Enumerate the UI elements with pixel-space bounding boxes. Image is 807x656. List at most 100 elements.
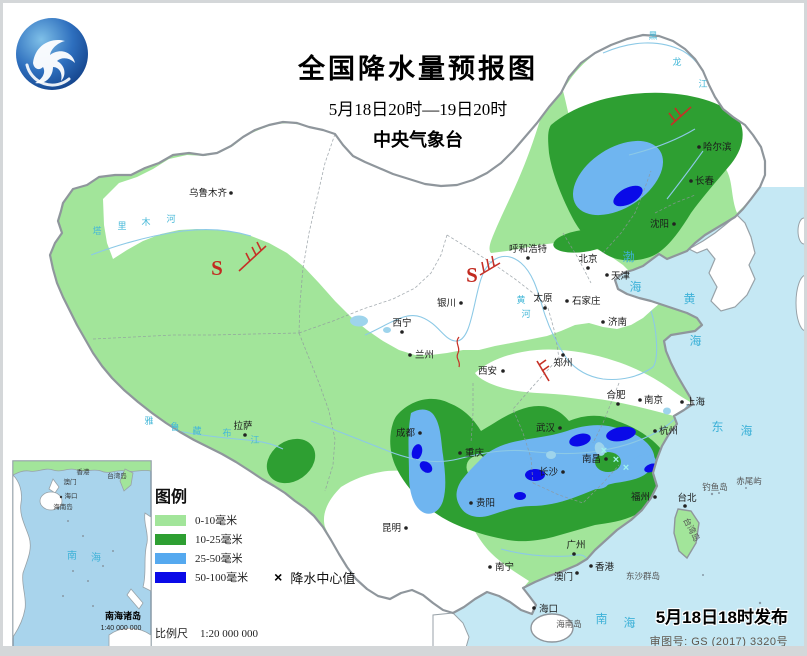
city-dot bbox=[501, 369, 505, 373]
city-label: 成都 bbox=[396, 427, 416, 439]
city-label: 太原 bbox=[533, 292, 552, 304]
scale-bar: 比例尺 1:20 000 000 bbox=[155, 625, 258, 641]
japan-island bbox=[797, 217, 804, 245]
city-dot bbox=[653, 429, 657, 433]
river-label: 河 bbox=[521, 308, 530, 319]
city-label: 西安 bbox=[478, 365, 497, 377]
legend-chip-50-100 bbox=[155, 571, 186, 583]
lakes bbox=[350, 315, 671, 459]
river-label: 鲁 bbox=[170, 421, 179, 432]
page-title: 全国降水量预报图 bbox=[298, 54, 538, 84]
city-label: 哈尔滨 bbox=[703, 141, 732, 153]
marker-label: 降水中心值 bbox=[290, 570, 356, 586]
logo-dragon-swirl bbox=[33, 39, 75, 84]
city-dot bbox=[532, 606, 536, 610]
legend: 图例 0-10毫米 10-25毫米 25-50毫米 50-100毫米 × 降水中… bbox=[155, 483, 355, 590]
legend-label: 0-10毫米 bbox=[195, 515, 238, 527]
island-label: 东沙群岛 bbox=[626, 571, 660, 581]
inset-land: 台湾岛 bbox=[107, 471, 127, 480]
legend-heading: 图例 bbox=[155, 489, 188, 506]
cma-logo bbox=[13, 15, 91, 93]
city-label: 台北 bbox=[677, 492, 697, 504]
city-dot bbox=[243, 433, 247, 437]
river-label: 黑 bbox=[648, 31, 657, 41]
city-dot bbox=[601, 320, 605, 324]
city-dot bbox=[605, 273, 609, 277]
river-label: 布 bbox=[222, 427, 231, 438]
city-dot bbox=[458, 451, 462, 455]
city-dot bbox=[575, 571, 579, 575]
sea-label: 黄 bbox=[683, 292, 696, 306]
release-time: 5月18日18时发布 bbox=[655, 608, 788, 627]
front-line-icon bbox=[456, 336, 461, 368]
city-dot bbox=[616, 402, 620, 406]
sea-label: 南 bbox=[595, 611, 608, 626]
frame-bottom-bar bbox=[3, 646, 804, 653]
city-dot bbox=[653, 495, 657, 499]
city-label: 兰州 bbox=[415, 349, 434, 361]
river-label: 塔 bbox=[92, 225, 101, 236]
province-borders bbox=[92, 133, 696, 504]
river-label: 里 bbox=[117, 221, 126, 231]
city-label: 合肥 bbox=[606, 389, 626, 401]
city-label: 沈阳 bbox=[650, 218, 669, 230]
city-dot bbox=[683, 504, 687, 508]
city-dot bbox=[543, 306, 547, 310]
city-label: 贵阳 bbox=[476, 497, 495, 509]
city-dot bbox=[558, 426, 562, 430]
island-label: 钓鱼岛 bbox=[702, 482, 728, 492]
scale-value: 1:20 000 000 bbox=[200, 628, 259, 640]
city-label: 海口 bbox=[539, 603, 558, 615]
city-dot bbox=[572, 552, 576, 556]
city-label: 长沙 bbox=[539, 466, 559, 478]
sandstorm-icon: S bbox=[211, 256, 223, 280]
sandstorm-icon: S bbox=[466, 263, 478, 287]
japan-island bbox=[795, 275, 804, 331]
legend-row: 50-100毫米 × 降水中心值 bbox=[155, 569, 355, 586]
city-dot bbox=[418, 431, 422, 435]
china-border bbox=[48, 33, 767, 616]
city-label: 乌鲁木齐 bbox=[189, 187, 228, 199]
city-label: 长春 bbox=[695, 175, 715, 187]
river-label: 木 bbox=[141, 216, 150, 227]
city-dot bbox=[689, 179, 693, 183]
city-label: 武汉 bbox=[536, 422, 556, 434]
scale-label: 比例尺 bbox=[155, 628, 188, 640]
city-dot bbox=[400, 330, 404, 334]
map-review-number: 审图号: GS (2017) 3320号 bbox=[649, 636, 788, 648]
city-dot bbox=[408, 353, 412, 357]
release-info: 5月18日18时发布 审图号: GS (2017) 3320号 bbox=[650, 603, 788, 649]
city-dot bbox=[561, 353, 565, 357]
city-label: 杭州 bbox=[659, 425, 678, 437]
legend-chip-10-25 bbox=[155, 533, 186, 545]
legend-row: 10-25毫米 bbox=[155, 533, 355, 546]
precip-center-icon: × bbox=[623, 462, 629, 474]
city-label: 重庆 bbox=[465, 447, 485, 459]
legend-row: 0-10毫米 bbox=[155, 514, 355, 527]
city-label: 福州 bbox=[631, 491, 650, 503]
inset-land: 海南岛 bbox=[53, 502, 73, 511]
city-label: 香港 bbox=[595, 561, 615, 573]
vietnam-coast bbox=[432, 612, 470, 653]
inset-islands bbox=[59, 495, 114, 607]
taiwan-island bbox=[673, 508, 700, 560]
city-label: 北京 bbox=[578, 253, 597, 265]
legend-label: 50-100毫米 bbox=[195, 572, 249, 584]
city-label: 呼和浩特 bbox=[509, 243, 548, 255]
city-label: 拉萨 bbox=[233, 420, 253, 432]
island-label: 海南岛 bbox=[556, 619, 582, 629]
city-dot bbox=[404, 526, 408, 530]
sea-label: 渤 bbox=[622, 250, 635, 264]
city-label: 郑州 bbox=[553, 357, 572, 369]
wind-barb-icon bbox=[238, 106, 692, 382]
inset-scale: 1:40 000 000 bbox=[101, 625, 142, 632]
city-label: 昆明 bbox=[382, 523, 401, 534]
city-dot bbox=[488, 565, 492, 569]
inset-land: 海口 bbox=[65, 491, 78, 500]
precip-center-icon: × bbox=[601, 445, 607, 457]
city-label: 上海 bbox=[686, 396, 706, 408]
city-dot bbox=[229, 191, 233, 195]
river-label: 藏 bbox=[192, 425, 201, 436]
